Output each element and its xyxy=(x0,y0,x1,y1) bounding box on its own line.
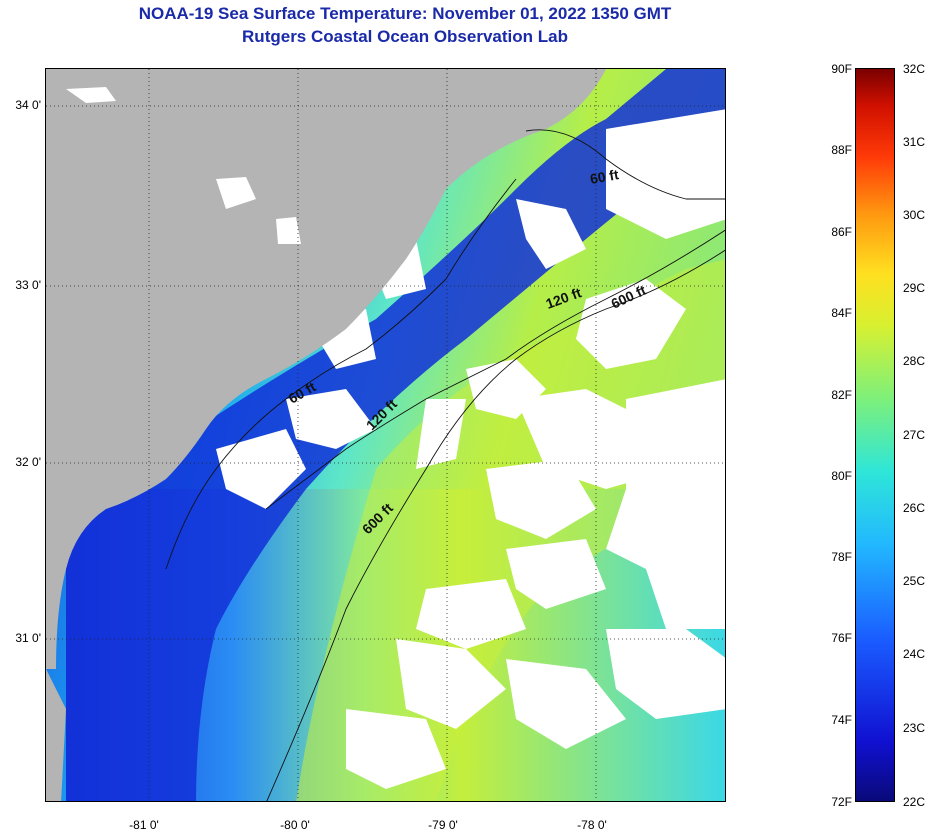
depth-contours xyxy=(165,129,725,801)
cbar-label-32c: 32C xyxy=(903,62,926,76)
y-tick-33: 33 0' xyxy=(15,278,41,292)
sst-map-canvas: 60 ft 60 ft 120 ft 120 ft 600 ft 600 ft xyxy=(46,69,725,801)
cbar-label-76f: 76F xyxy=(831,631,852,645)
sst-map: 60 ft 60 ft 120 ft 120 ft 600 ft 600 ft xyxy=(45,68,726,802)
land-south xyxy=(46,669,66,801)
contour-600ft xyxy=(266,249,725,801)
cbar-label-84f: 84F xyxy=(831,306,852,320)
cbar-label-26c: 26C xyxy=(903,501,926,515)
y-tick-34: 34 0' xyxy=(15,98,41,112)
temperature-colorbar xyxy=(855,68,895,802)
cbar-label-30c: 30C xyxy=(903,208,926,222)
cbar-label-25c: 25C xyxy=(903,574,926,588)
cbar-label-72f: 72F xyxy=(831,795,852,809)
y-tick-32: 32 0' xyxy=(15,455,41,469)
x-tick-80: -80 0' xyxy=(280,818,310,832)
cbar-label-23c: 23C xyxy=(903,721,926,735)
map-subtitle: Rutgers Coastal Ocean Observation Lab xyxy=(242,27,568,46)
cbar-label-90f: 90F xyxy=(831,62,852,76)
map-title: NOAA-19 Sea Surface Temperature: Novembe… xyxy=(138,4,672,23)
cbar-label-74f: 74F xyxy=(831,713,852,727)
cbar-label-86f: 86F xyxy=(831,225,852,239)
cbar-label-31c: 31C xyxy=(903,135,926,149)
graticule xyxy=(46,69,725,801)
y-tick-31: 31 0' xyxy=(15,631,41,645)
cbar-label-88f: 88F xyxy=(831,143,852,157)
cbar-label-78f: 78F xyxy=(831,550,852,564)
cbar-label-27c: 27C xyxy=(903,428,926,442)
cbar-label-24c: 24C xyxy=(903,647,926,661)
cbar-label-80f: 80F xyxy=(831,469,852,483)
land-mass xyxy=(46,69,606,669)
x-tick-81: -81 0' xyxy=(129,818,159,832)
inland-water xyxy=(66,87,301,244)
contour-label-60-north: 60 ft xyxy=(589,166,620,187)
cbar-label-28c: 28C xyxy=(903,354,926,368)
x-tick-78: -78 0' xyxy=(577,818,607,832)
x-tick-79: -79 0' xyxy=(428,818,458,832)
cbar-label-82f: 82F xyxy=(831,388,852,402)
cbar-label-29c: 29C xyxy=(903,281,926,295)
contour-60ft xyxy=(165,129,725,570)
cbar-label-22c: 22C xyxy=(903,795,926,809)
contour-120ft xyxy=(265,229,725,510)
